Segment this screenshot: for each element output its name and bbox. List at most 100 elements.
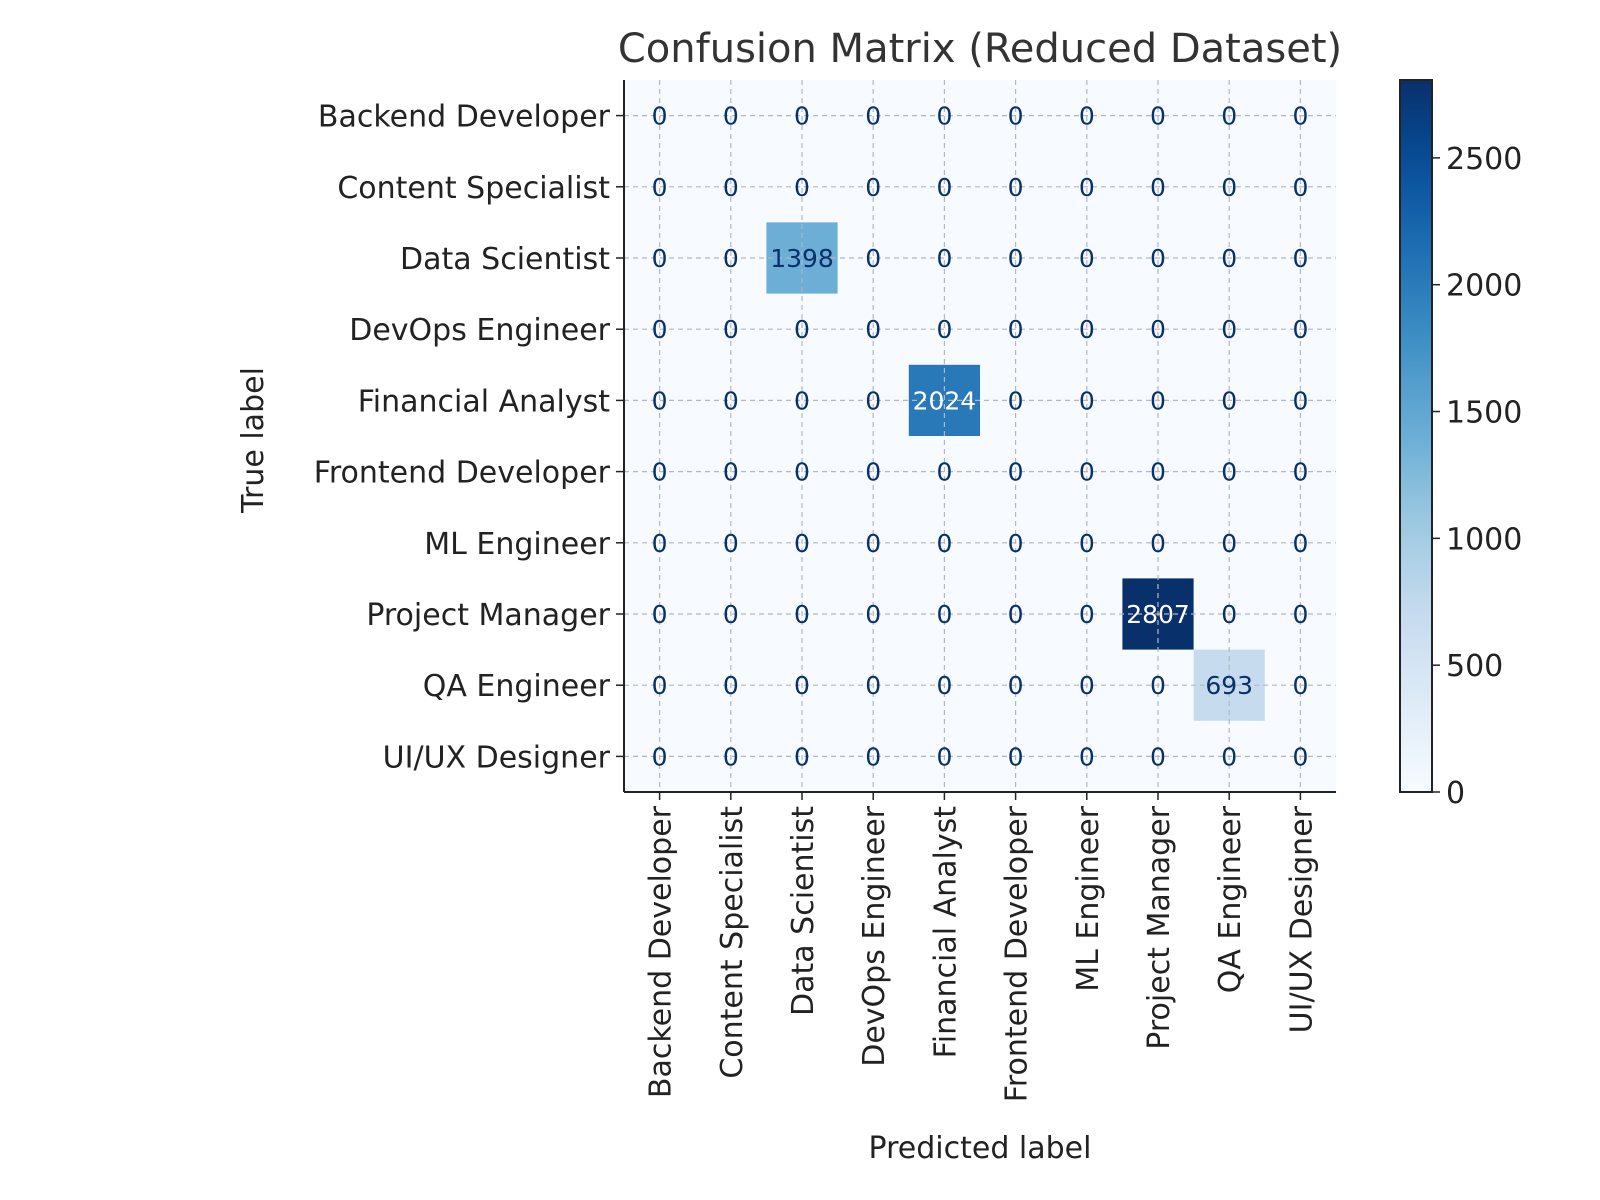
x-tick-labels: Backend Developer Content Specialist Data … bbox=[644, 792, 1319, 1102]
cell-value-label: 0 bbox=[1008, 529, 1024, 558]
cell-value-label: 0 bbox=[865, 671, 881, 700]
cell-value-label: 0 bbox=[1221, 600, 1237, 629]
x-tick-label: Backend Developer bbox=[644, 805, 679, 1098]
cell-value-label: 0 bbox=[1221, 102, 1237, 131]
cell-value-label: 0 bbox=[794, 173, 810, 202]
x-tick-label: DevOps Engineer bbox=[857, 805, 892, 1066]
cell-value-label: 0 bbox=[1221, 529, 1237, 558]
cell-value-label: 0 bbox=[865, 315, 881, 344]
y-axis-label: True label bbox=[236, 367, 271, 514]
x-tick-label: Financial Analyst bbox=[928, 806, 963, 1059]
cell-value-label: 0 bbox=[865, 173, 881, 202]
cell-value-label: 0 bbox=[1292, 173, 1308, 202]
cell-value-label: 0 bbox=[1292, 458, 1308, 487]
cell-value-label: 0 bbox=[1079, 244, 1095, 273]
cell-value-label: 0 bbox=[652, 458, 668, 487]
colorbar-tick-label: 0 bbox=[1446, 776, 1465, 811]
cell-value-label: 0 bbox=[865, 529, 881, 558]
cell-value-label: 0 bbox=[652, 244, 668, 273]
cell-value-label: 0 bbox=[1150, 671, 1166, 700]
cell-value-label: 0 bbox=[1008, 315, 1024, 344]
y-tick-label: DevOps Engineer bbox=[349, 313, 610, 348]
cell-value-label: 0 bbox=[1292, 742, 1308, 771]
x-tick-label: QA Engineer bbox=[1213, 805, 1248, 993]
cell-value-label: 0 bbox=[1292, 529, 1308, 558]
cell-value-label: 0 bbox=[936, 458, 952, 487]
cell-value-label: 0 bbox=[1150, 173, 1166, 202]
cell-value-label: 0 bbox=[652, 600, 668, 629]
cell-value-label: 0 bbox=[1221, 244, 1237, 273]
cell-value-label: 1398 bbox=[770, 244, 834, 273]
cell-value-label: 0 bbox=[1150, 742, 1166, 771]
cell-value-label: 0 bbox=[1079, 529, 1095, 558]
y-tick-label: QA Engineer bbox=[423, 669, 611, 704]
cell-value-label: 0 bbox=[1150, 529, 1166, 558]
cell-value-label: 0 bbox=[794, 315, 810, 344]
cell-value-label: 0 bbox=[1008, 244, 1024, 273]
cell-value-label: 0 bbox=[1008, 742, 1024, 771]
cell-value-label: 2024 bbox=[913, 386, 977, 415]
colorbar: 0 500 1000 1500 2000 2500 bbox=[1399, 79, 1522, 811]
colorbar-tick-label: 1500 bbox=[1446, 396, 1522, 431]
y-tick-label: Content Specialist bbox=[337, 171, 610, 206]
cell-value-label: 0 bbox=[1150, 315, 1166, 344]
y-tick-label: Project Manager bbox=[366, 598, 610, 633]
cell-value-label: 0 bbox=[1079, 386, 1095, 415]
cell-value-label: 0 bbox=[865, 742, 881, 771]
cell-value-label: 0 bbox=[723, 102, 739, 131]
cell-value-label: 0 bbox=[936, 529, 952, 558]
cell-value-label: 0 bbox=[652, 671, 668, 700]
cell-value-label: 0 bbox=[936, 315, 952, 344]
cell-value-label: 0 bbox=[652, 173, 668, 202]
cell-value-label: 0 bbox=[1008, 173, 1024, 202]
y-tick-label: ML Engineer bbox=[424, 527, 610, 562]
cell-value-label: 0 bbox=[1221, 458, 1237, 487]
cell-value-label: 0 bbox=[1008, 600, 1024, 629]
x-tick-label: ML Engineer bbox=[1071, 805, 1106, 991]
cell-value-label: 0 bbox=[723, 458, 739, 487]
y-tick-labels: Backend Developer Content Specialist Data … bbox=[314, 100, 624, 775]
y-tick-label: Frontend Developer bbox=[314, 456, 611, 491]
cell-value-label: 0 bbox=[652, 315, 668, 344]
cell-value-label: 0 bbox=[1292, 600, 1308, 629]
cell-value-label: 2807 bbox=[1126, 600, 1190, 629]
grid-lines bbox=[624, 80, 1336, 792]
cell-value-label: 0 bbox=[936, 173, 952, 202]
y-tick-label: Financial Analyst bbox=[358, 384, 611, 419]
cell-value-label: 0 bbox=[1008, 671, 1024, 700]
colorbar-tick-label: 2500 bbox=[1446, 142, 1522, 177]
cell-value-label: 0 bbox=[936, 102, 952, 131]
cell-value-label: 0 bbox=[723, 173, 739, 202]
cell-value-label: 0 bbox=[1221, 742, 1237, 771]
cell-value-label: 693 bbox=[1205, 671, 1253, 700]
x-tick-label: Frontend Developer bbox=[1000, 805, 1035, 1102]
cell-value-label: 0 bbox=[936, 742, 952, 771]
cell-value-label: 0 bbox=[1292, 102, 1308, 131]
cell-value-label: 0 bbox=[723, 671, 739, 700]
cell-value-label: 0 bbox=[1292, 386, 1308, 415]
cell-value-label: 0 bbox=[1079, 742, 1095, 771]
x-axis-label: Predicted label bbox=[869, 1131, 1092, 1166]
cell-value-label: 0 bbox=[1292, 244, 1308, 273]
cell-value-label: 0 bbox=[1008, 458, 1024, 487]
cell-value-label: 0 bbox=[723, 386, 739, 415]
cell-value-label: 0 bbox=[723, 244, 739, 273]
cell-value-label: 0 bbox=[794, 102, 810, 131]
cell-value-label: 0 bbox=[1079, 102, 1095, 131]
cell-value-label: 0 bbox=[1221, 315, 1237, 344]
cell-value-label: 0 bbox=[1008, 102, 1024, 131]
cell-value-label: 0 bbox=[1079, 671, 1095, 700]
cell-value-label: 0 bbox=[865, 600, 881, 629]
cell-value-label: 0 bbox=[1008, 386, 1024, 415]
cell-value-label: 0 bbox=[1221, 386, 1237, 415]
cell-value-label: 0 bbox=[652, 102, 668, 131]
cell-value-label: 0 bbox=[936, 671, 952, 700]
colorbar-tick-label: 2000 bbox=[1446, 269, 1522, 304]
cell-value-label: 0 bbox=[936, 600, 952, 629]
cell-value-label: 0 bbox=[1150, 244, 1166, 273]
cell-value-label: 0 bbox=[723, 529, 739, 558]
cell-value-label: 0 bbox=[865, 102, 881, 131]
cell-value-label: 0 bbox=[794, 742, 810, 771]
cell-value-label: 0 bbox=[652, 742, 668, 771]
x-tick-label: Data Scientist bbox=[786, 806, 821, 1016]
